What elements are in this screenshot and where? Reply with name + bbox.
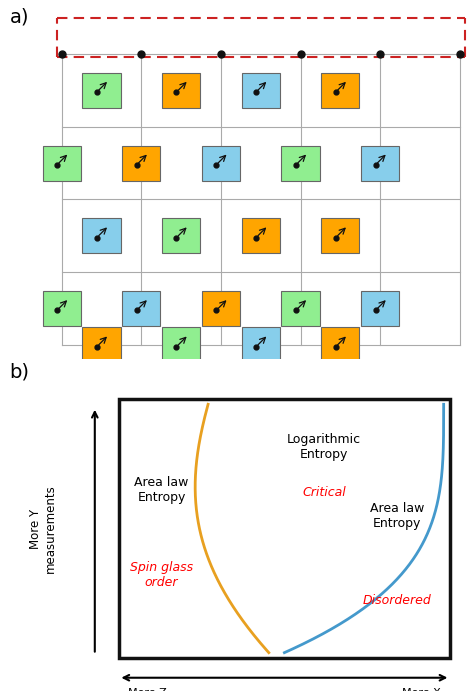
Bar: [202, 291, 240, 326]
Bar: [43, 291, 81, 326]
Bar: [202, 146, 240, 180]
Bar: [162, 73, 200, 108]
Bar: [321, 218, 359, 254]
Bar: [162, 218, 200, 254]
Bar: [361, 291, 399, 326]
Bar: [82, 73, 120, 108]
Text: Disordered: Disordered: [363, 594, 432, 607]
Text: Area law
Entropy: Area law Entropy: [370, 502, 424, 529]
Bar: [43, 146, 81, 180]
Text: Critical: Critical: [302, 486, 346, 499]
Text: Area law
Entropy: Area law Entropy: [135, 475, 189, 504]
Bar: [122, 291, 160, 326]
Bar: [242, 218, 280, 254]
Bar: [282, 146, 319, 180]
Bar: [82, 328, 120, 362]
Bar: [361, 146, 399, 180]
Text: More Z
measurements: More Z measurements: [128, 688, 212, 691]
Text: Spin glass
order: Spin glass order: [130, 561, 193, 589]
Text: b): b): [9, 363, 29, 381]
Bar: [321, 328, 359, 362]
Bar: [82, 218, 120, 254]
Bar: [282, 291, 319, 326]
Bar: [122, 146, 160, 180]
Text: More Y
measurements: More Y measurements: [28, 484, 57, 573]
Bar: [242, 73, 280, 108]
Bar: [162, 328, 200, 362]
Text: a): a): [9, 7, 29, 26]
Bar: [242, 328, 280, 362]
Text: More X
measurements: More X measurements: [357, 688, 441, 691]
Text: Logarithmic
Entropy: Logarithmic Entropy: [287, 433, 361, 461]
Bar: [118, 399, 450, 658]
Bar: [321, 73, 359, 108]
